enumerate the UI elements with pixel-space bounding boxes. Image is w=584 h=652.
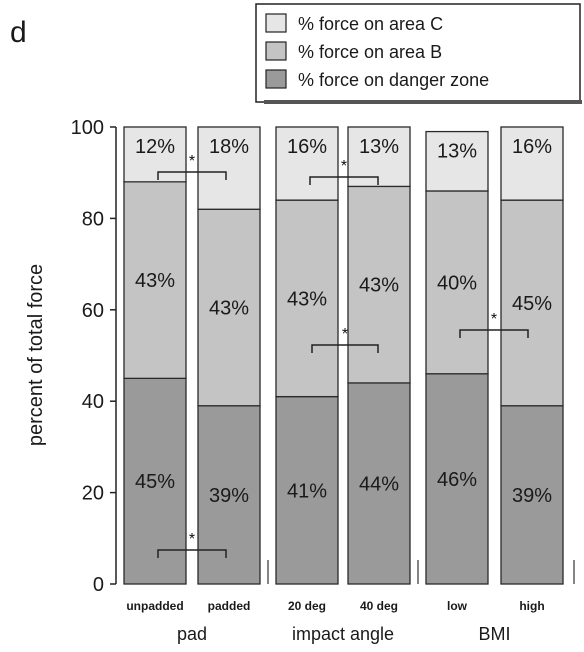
bar-segment-area-b	[197, 208, 261, 407]
data-label-danger-zone: 46%	[437, 469, 477, 491]
legend-shadow	[264, 100, 582, 104]
significance-star: *	[491, 311, 497, 328]
data-label-area-b: 43%	[287, 288, 327, 310]
data-label-danger-zone: 41%	[287, 480, 327, 502]
bar-segment-area-b	[275, 199, 339, 398]
y-tick-label: 100	[71, 117, 104, 139]
data-label-area-c: 13%	[437, 141, 477, 163]
bar-segment-area-c	[425, 130, 489, 192]
y-tick-label: 20	[82, 483, 104, 505]
significance-star: *	[341, 158, 347, 175]
data-label-area-c: 18%	[209, 136, 249, 158]
y-tick-label: 0	[93, 574, 104, 596]
bar-segment-danger-zone	[123, 377, 187, 585]
data-label-area-c: 16%	[287, 136, 327, 158]
x-tick-label: 20 deg	[288, 599, 326, 613]
significance-bracket	[309, 176, 379, 185]
bar-segment-danger-zone	[347, 382, 411, 585]
x-tick-label: padded	[208, 599, 251, 613]
legend-box	[255, 3, 581, 103]
legend-swatch	[265, 13, 287, 33]
axes: 0 20 40 60 80 100	[71, 117, 575, 596]
x-tick-label: unpadded	[126, 599, 183, 613]
y-tick-label: 60	[82, 300, 104, 322]
significance-bracket	[157, 171, 227, 180]
y-axis-label: percent of total force	[25, 264, 47, 446]
data-label-area-c: 16%	[512, 136, 552, 158]
legend-swatch	[265, 41, 287, 61]
legend-label: % force on danger zone	[298, 70, 489, 90]
bar-segment-danger-zone	[275, 395, 339, 585]
group-label: pad	[177, 624, 207, 644]
data-label-area-b: 43%	[209, 298, 249, 320]
data-label-danger-zone: 39%	[209, 485, 249, 507]
significance-bracket	[459, 329, 529, 338]
bar-segment-area-b	[500, 199, 564, 407]
x-tick-label: low	[447, 599, 468, 613]
bar-segment-area-c	[275, 126, 339, 201]
legend: % force on area C % force on area B % forc…	[255, 3, 582, 104]
bar-segment-area-c	[500, 126, 564, 201]
legend-swatch	[265, 69, 287, 89]
panel-label: d	[10, 16, 27, 49]
data-label-area-b: 43%	[359, 275, 399, 297]
significance-star: *	[189, 531, 195, 548]
x-tick-label: 40 deg	[360, 599, 398, 613]
data-label-area-b: 43%	[135, 270, 175, 292]
bar-segment-area-b	[425, 190, 489, 375]
bar-segment-danger-zone	[425, 373, 489, 585]
legend-label: % force on area C	[298, 14, 443, 34]
data-label-area-c: 13%	[359, 136, 399, 158]
significance-star: *	[189, 153, 195, 170]
category-labels: unpadded padded 20 deg 40 deg low high pad impa…	[126, 599, 544, 644]
legend-label: % force on area B	[298, 42, 442, 62]
bar-segment-area-c	[197, 126, 261, 210]
significance-star: *	[342, 326, 348, 343]
bars: 45% 43% 12% 39% 43% 18% 41% 43% 16% 44% 43% 13% 46% 4…	[123, 126, 564, 585]
significance-bracket	[311, 344, 379, 353]
data-label-danger-zone: 44%	[359, 473, 399, 495]
significance-brackets: * * * * *	[157, 153, 529, 558]
group-label: impact angle	[292, 624, 394, 644]
x-tick-label: high	[519, 599, 544, 613]
y-tick-label: 80	[82, 208, 104, 230]
bar-segment-danger-zone	[197, 405, 261, 585]
data-label-area-b: 40%	[437, 272, 477, 294]
data-label-area-c: 12%	[135, 136, 175, 158]
data-label-area-b: 45%	[512, 293, 552, 315]
group-label: BMI	[478, 624, 510, 644]
significance-bracket	[157, 549, 227, 558]
bar-segment-area-b	[123, 181, 187, 379]
data-label-danger-zone: 39%	[512, 485, 552, 507]
data-label-danger-zone: 45%	[135, 471, 175, 493]
y-tick-label: 40	[82, 391, 104, 413]
